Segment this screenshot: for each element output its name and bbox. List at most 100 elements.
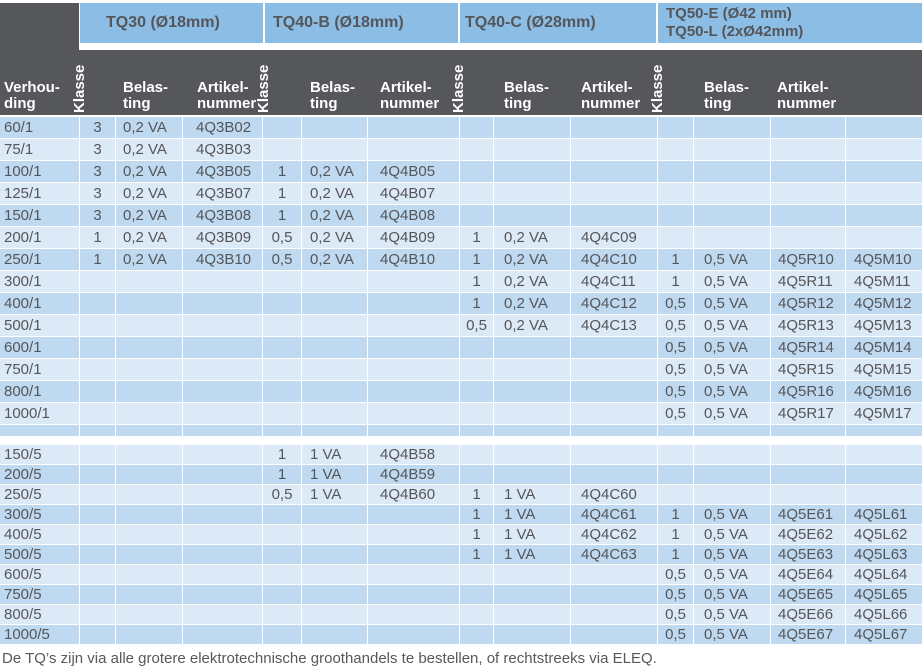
- column-header-klasse-tq40c: Klasse: [450, 64, 467, 113]
- cell-tq40b-klasse: [263, 505, 302, 524]
- cell-tq30-belasting: 0,2 VA: [116, 227, 183, 248]
- cell-tq50-artikelnummer-l: [846, 445, 922, 464]
- cell-tq40b-belasting: 0,2 VA: [302, 227, 368, 248]
- cell-tq30-belasting: [116, 485, 183, 504]
- cell-tq50-belasting: 0,5 VA: [694, 381, 771, 402]
- cell-tq40b-artikelnummer: [368, 525, 460, 544]
- cell-tq30-artikelnummer: [183, 545, 263, 564]
- cell-tq40b-klasse: [263, 403, 302, 424]
- cell-tq30-klasse: [80, 465, 116, 484]
- cell-tq40b-belasting: [302, 403, 368, 424]
- cell-tq40c-artikelnummer: 4Q4C12: [571, 293, 658, 314]
- cell-tq50-artikelnummer-e: [771, 205, 846, 226]
- cell-tq30-klasse: 3: [80, 117, 116, 138]
- cell-tq40b-klasse: [263, 381, 302, 402]
- cell-tq40b-belasting: [302, 139, 368, 160]
- table-row-400/1: 400/1 1 0,2 VA 4Q4C12 0,5 0,5 VA 4Q5R12 4Q5M12: [0, 293, 922, 315]
- cell-tq50-artikelnummer-l: 4Q5L61: [846, 505, 922, 524]
- cell-tq40c-klasse: [460, 605, 494, 624]
- cell-verhouding: 150/1: [0, 205, 80, 226]
- cell-tq40b-artikelnummer: [368, 545, 460, 564]
- cell-tq50-belasting: 0,5 VA: [694, 565, 771, 584]
- cell-tq30-belasting: 0,2 VA: [116, 205, 183, 226]
- cell-tq50-artikelnummer-e: 4Q5E63: [771, 545, 846, 564]
- cell-tq40b-klasse: [263, 585, 302, 604]
- cell-tq50-klasse: 0,5: [658, 337, 694, 358]
- cell-tq40b-belasting: [302, 293, 368, 314]
- cell-tq50-belasting: 0,5 VA: [694, 403, 771, 424]
- cell-tq40b-klasse: [263, 337, 302, 358]
- cell-tq50-klasse: 1: [658, 271, 694, 292]
- cell-tq30-belasting: [116, 625, 183, 644]
- cell-tq50-belasting: 0,5 VA: [694, 249, 771, 270]
- cell-tq40b-artikelnummer: 4Q4B07: [368, 183, 460, 204]
- cell-tq50-artikelnummer-e: 4Q5E65: [771, 585, 846, 604]
- cell-tq40b-artikelnummer: [368, 403, 460, 424]
- table-row-75/1: 75/1 3 0,2 VA 4Q3B03: [0, 139, 922, 161]
- cell-tq50-belasting: 0,5 VA: [694, 293, 771, 314]
- cell-tq50-artikelnummer-e: 4Q5R13: [771, 315, 846, 336]
- cell-tq30-klasse: [80, 505, 116, 524]
- cell-tq40c-belasting: [494, 205, 571, 226]
- cell-tq50-belasting: 0,5 VA: [694, 625, 771, 644]
- cell-tq40b-artikelnummer: [368, 565, 460, 584]
- cell-tq30-artikelnummer: 4Q3B02: [183, 117, 263, 138]
- cell-tq50-artikelnummer-l: 4Q5M15: [846, 359, 922, 380]
- cell-tq50-artikelnummer-l: [846, 465, 922, 484]
- cell-tq40c-belasting: [494, 465, 571, 484]
- table-row-400/5: 400/5 1 1 VA 4Q4C62 1 0,5 VA 4Q5E62 4Q5L62: [0, 525, 922, 545]
- cell-tq50-artikelnummer-l: 4Q5L67: [846, 625, 922, 644]
- cell-tq40c-klasse: [460, 161, 494, 182]
- cell-tq50-artikelnummer-e: [771, 465, 846, 484]
- cell-tq40c-klasse: [460, 183, 494, 204]
- cell-tq40c-belasting: 0,2 VA: [494, 315, 571, 336]
- column-header-belasting-tq30: Belas- ting: [123, 79, 169, 112]
- cell-tq30-artikelnummer: [183, 585, 263, 604]
- cell-tq40c-klasse: [460, 205, 494, 226]
- cell-tq40b-klasse: [263, 625, 302, 644]
- column-header-belasting-tq50: Belas- ting: [704, 79, 750, 112]
- cell-tq50-artikelnummer-l: 4Q5M11: [846, 271, 922, 292]
- cell-tq40c-belasting: [494, 445, 571, 464]
- table-row-250/1: 250/1 1 0,2 VA 4Q3B10 0,5 0,2 VA 4Q4B10 1 0,2 VA…: [0, 249, 922, 271]
- cell-tq40b-klasse: [263, 359, 302, 380]
- cell-tq50-artikelnummer-e: 4Q5R17: [771, 403, 846, 424]
- cell-tq40b-artikelnummer: 4Q4B10: [368, 249, 460, 270]
- cell-tq40b-belasting: [302, 625, 368, 644]
- cell-tq50-artikelnummer-e: 4Q5R15: [771, 359, 846, 380]
- cell-tq30-artikelnummer: 4Q3B10: [183, 249, 263, 270]
- cell-tq50-belasting: 0,5 VA: [694, 545, 771, 564]
- cell-tq40b-artikelnummer: [368, 625, 460, 644]
- cell-tq40c-belasting: [494, 605, 571, 624]
- cell-tq30-klasse: 3: [80, 139, 116, 160]
- cell-tq40b-belasting: [302, 117, 368, 138]
- group-header-tq40b: TQ40-B (Ø18mm): [265, 3, 458, 43]
- cell-tq30-klasse: [80, 585, 116, 604]
- cell-tq40b-artikelnummer: 4Q4B05: [368, 161, 460, 182]
- cell-tq40c-belasting: [494, 139, 571, 160]
- cell-tq50-klasse: 1: [658, 525, 694, 544]
- cell-tq50-artikelnummer-l: 4Q5M10: [846, 249, 922, 270]
- cell-tq50-klasse: 0,5: [658, 565, 694, 584]
- cell-tq40b-artikelnummer: 4Q4B59: [368, 465, 460, 484]
- cell-verhouding: 600/5: [0, 565, 80, 584]
- cell-tq40c-artikelnummer: [571, 359, 658, 380]
- cell-tq30-artikelnummer: [183, 565, 263, 584]
- column-header-artikelnummer-tq30: Artikel- nummer: [197, 79, 257, 112]
- cell-tq30-belasting: [116, 293, 183, 314]
- cell-tq30-artikelnummer: 4Q3B05: [183, 161, 263, 182]
- cell-tq40c-artikelnummer: 4Q4C60: [571, 485, 658, 504]
- cell-tq30-klasse: 1: [80, 249, 116, 270]
- cell-tq30-klasse: 3: [80, 161, 116, 182]
- cell-tq50-klasse: 0,5: [658, 625, 694, 644]
- cell-verhouding: 800/5: [0, 605, 80, 624]
- cell-tq40b-belasting: [302, 359, 368, 380]
- cell-tq40c-klasse: [460, 585, 494, 604]
- cell-verhouding: 300/5: [0, 505, 80, 524]
- cell-tq40b-belasting: 0,2 VA: [302, 161, 368, 182]
- cell-tq40c-artikelnummer: [571, 139, 658, 160]
- cell-tq40b-belasting: 1 VA: [302, 465, 368, 484]
- table-row-500/1: 500/1 0,5 0,2 VA 4Q4C13 0,5 0,5 VA 4Q5R13 4Q5M1…: [0, 315, 922, 337]
- cell-tq30-belasting: [116, 465, 183, 484]
- cell-tq40b-artikelnummer: [368, 605, 460, 624]
